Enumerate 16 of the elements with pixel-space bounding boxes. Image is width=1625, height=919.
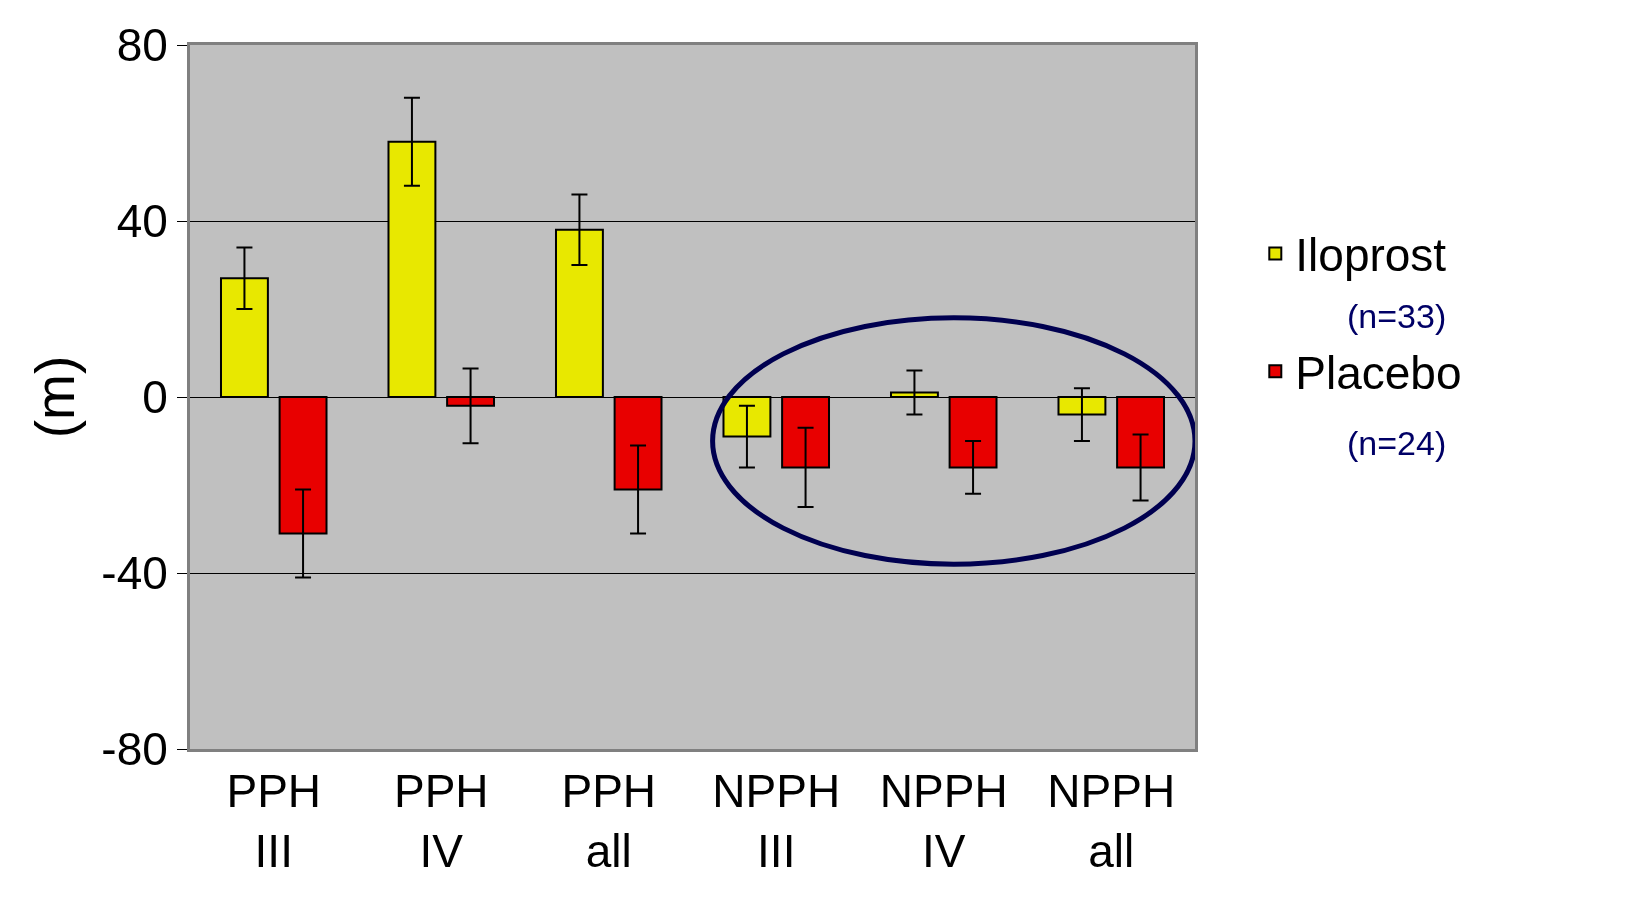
- y-tick-label: 40: [116, 195, 168, 248]
- y-tick-label: 0: [142, 371, 168, 424]
- y-tick-label: -40: [101, 547, 168, 600]
- x-tick-label: PPH all: [561, 765, 657, 877]
- x-tick-label: NPPH III: [712, 765, 841, 877]
- legend-label: Iloprost: [1295, 229, 1447, 282]
- x-tick-label: NPPH all: [1047, 765, 1176, 877]
- text: (n=24): [1347, 424, 1447, 462]
- legend-label: Placebo: [1295, 347, 1462, 400]
- y-axis-title: (m): [23, 355, 86, 439]
- y-tick-label: 80: [116, 19, 168, 72]
- x-tick-label: PPH III: [226, 765, 322, 877]
- x-tick-label: NPPH IV: [879, 765, 1008, 877]
- text: (n=33): [1347, 297, 1447, 335]
- x-tick-label: PPH IV: [393, 765, 489, 877]
- y-tick-label: -80: [101, 723, 168, 776]
